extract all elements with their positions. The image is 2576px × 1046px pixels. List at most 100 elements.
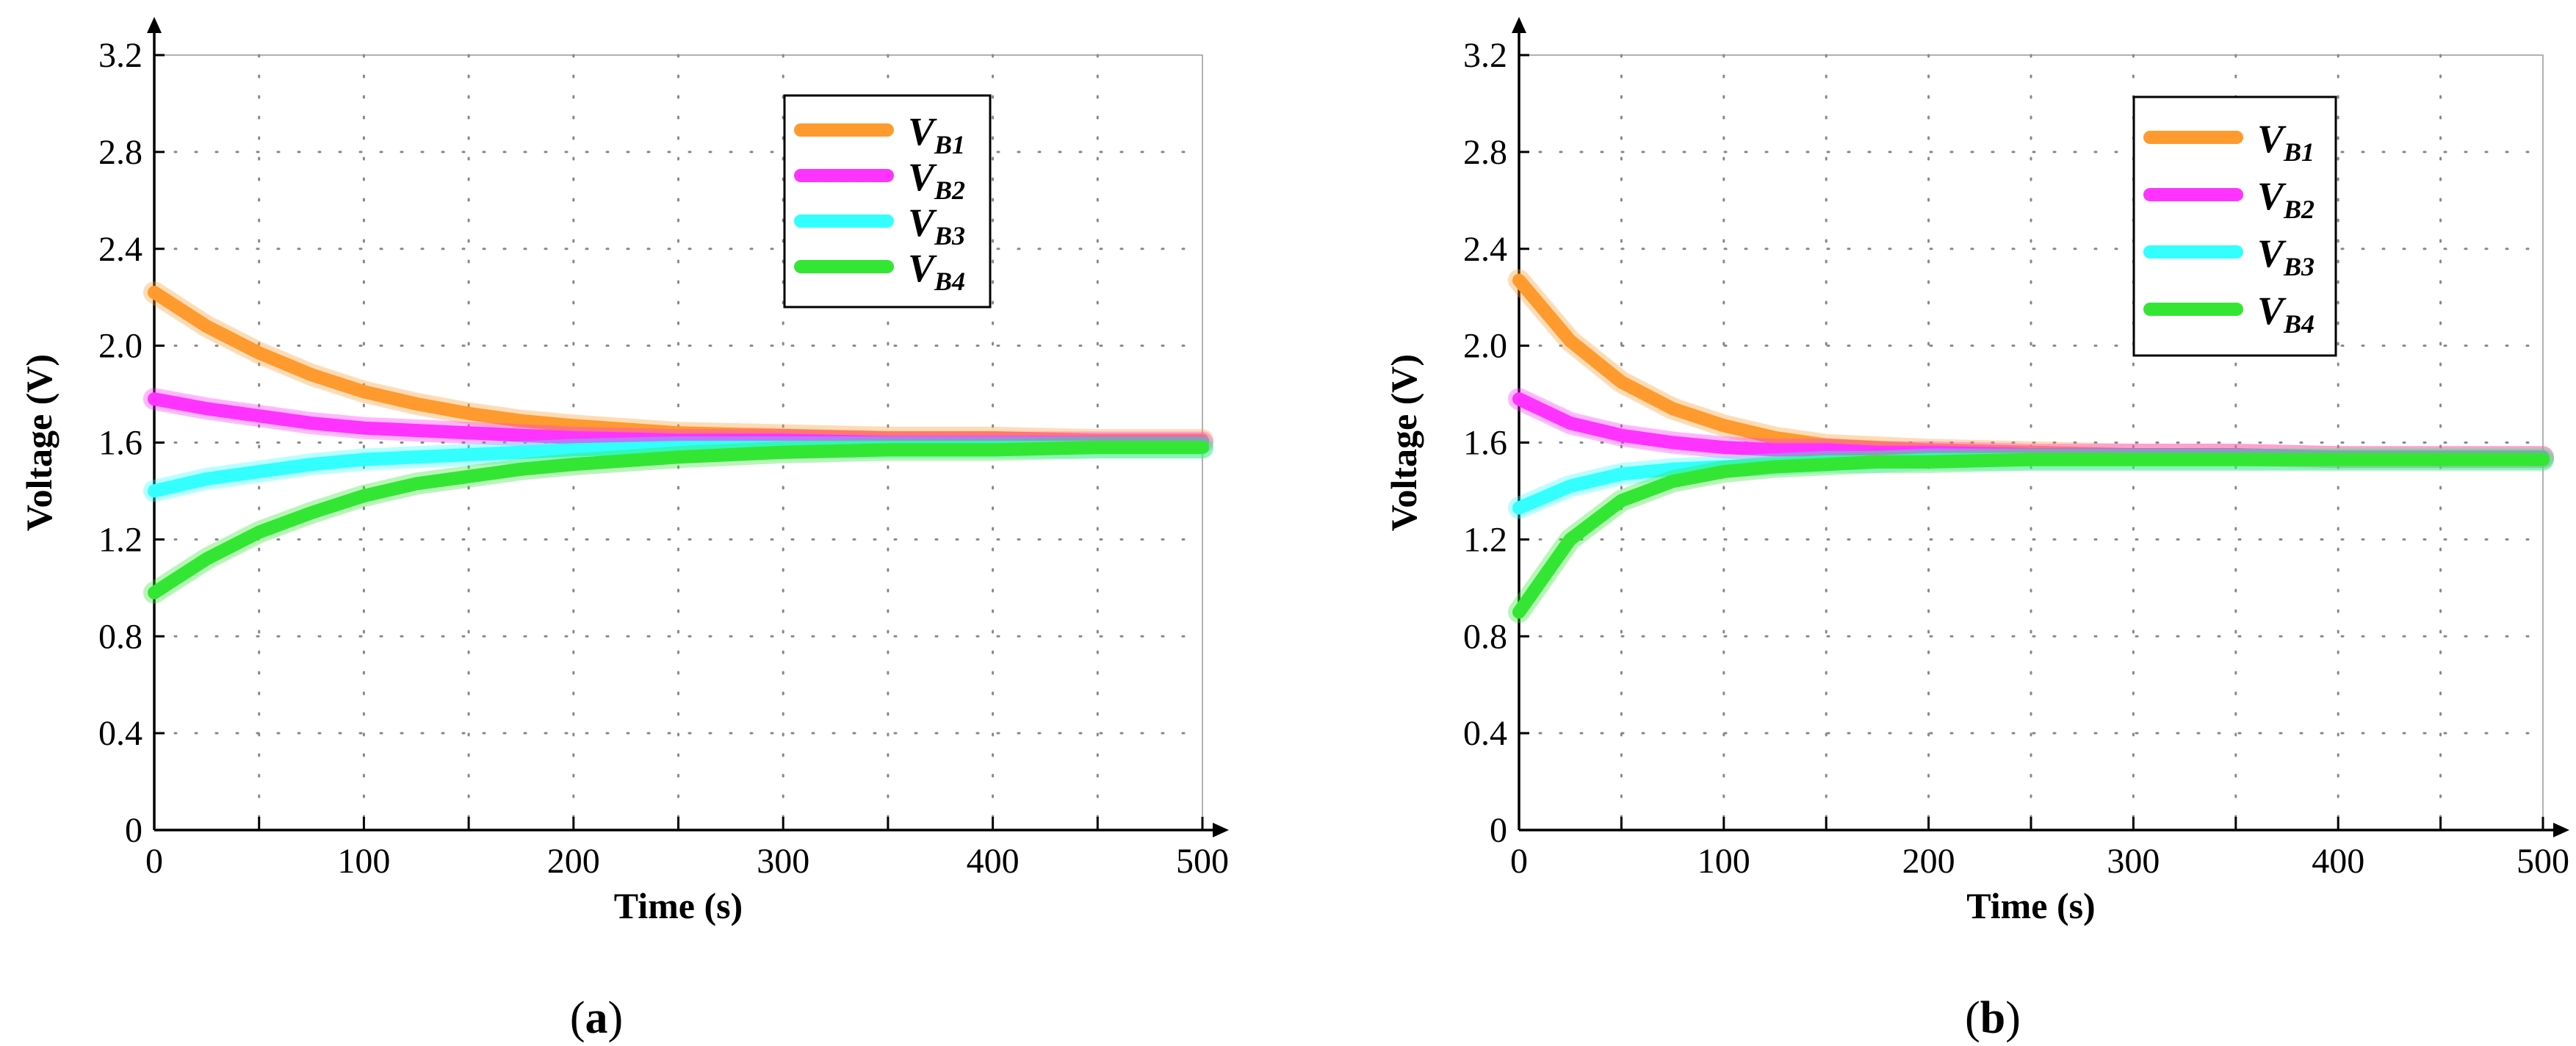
y-tick-label: 3.2 xyxy=(1463,36,1507,75)
data-point-b3 xyxy=(465,450,473,458)
data-point-b4 xyxy=(360,492,368,500)
data-point-b3 xyxy=(255,468,263,476)
data-point-b2 xyxy=(203,405,211,413)
data-point-b1 xyxy=(1771,433,1779,441)
data-point-b4 xyxy=(1617,497,1626,505)
data-point-b4 xyxy=(2129,455,2137,464)
x-axis-arrow xyxy=(1213,823,1229,837)
data-point-b4 xyxy=(151,588,158,596)
data-point-b4 xyxy=(1822,461,1830,469)
data-point-b4 xyxy=(517,465,525,473)
y-tick-label: 2.0 xyxy=(1463,327,1507,366)
data-point-b1 xyxy=(255,349,263,357)
data-point-b1 xyxy=(1617,378,1626,386)
data-point-b3 xyxy=(1617,470,1626,478)
data-point-b1 xyxy=(308,371,316,379)
data-point-b2 xyxy=(1822,446,1830,454)
data-point-b2 xyxy=(1566,419,1574,428)
legend-label-b3: VB3 xyxy=(2257,231,2315,281)
data-point-b1 xyxy=(360,388,368,396)
x-tick-label: 0 xyxy=(145,842,163,881)
series-band-b1 xyxy=(1508,269,2554,469)
data-point-b4 xyxy=(569,461,577,469)
x-tick-label: 300 xyxy=(2107,842,2160,881)
legend-label-b1: VB1 xyxy=(908,109,965,159)
caption-b-close: ) xyxy=(2005,993,2021,1043)
caption-a-close: ) xyxy=(608,993,624,1043)
data-point-b4 xyxy=(1924,458,1933,466)
x-axis-label: Time (s) xyxy=(614,885,743,926)
y-axis-label: Voltage (V) xyxy=(18,354,59,531)
data-point-b4 xyxy=(1094,444,1102,452)
data-point-b2 xyxy=(412,427,420,435)
data-point-b2 xyxy=(1720,444,1728,452)
caption-b: (b) xyxy=(1965,993,2021,1043)
data-point-b2 xyxy=(360,424,368,432)
data-point-b1 xyxy=(412,400,420,408)
legend-symbol: V xyxy=(908,246,937,290)
data-point-b4 xyxy=(2334,455,2342,464)
x-tick-label: 200 xyxy=(1902,842,1955,881)
data-point-b4 xyxy=(1771,463,1779,471)
y-tick-label: 1.6 xyxy=(1463,424,1507,463)
data-point-b4 xyxy=(2232,455,2240,464)
legend-label-b4: VB4 xyxy=(908,246,965,296)
x-axis-arrow xyxy=(2553,823,2569,837)
y-tick-label: 0.8 xyxy=(1463,617,1507,656)
legend-label-b1: VB1 xyxy=(2257,117,2315,167)
data-point-b4 xyxy=(1669,477,1677,486)
y-tick-label: 2.8 xyxy=(98,133,142,172)
data-point-b4 xyxy=(1515,608,1523,616)
x-tick-label: 500 xyxy=(2517,842,2569,881)
legend-symbol: V xyxy=(908,201,937,245)
legend-label-b3: VB3 xyxy=(908,201,965,250)
legend-symbol: V xyxy=(2257,289,2287,333)
data-point-b4 xyxy=(308,509,316,517)
legend-subscript: B4 xyxy=(934,267,965,296)
x-tick-label: 100 xyxy=(1698,842,1750,881)
y-tick-label: 3.2 xyxy=(98,36,142,75)
y-axis-label: Voltage (V) xyxy=(1383,354,1424,531)
y-tick-label: 2.4 xyxy=(98,230,142,269)
data-point-b2 xyxy=(517,431,525,439)
data-point-b3 xyxy=(308,461,316,469)
y-tick-label: 0.4 xyxy=(1463,714,1507,753)
legend-label-b2: VB2 xyxy=(2257,174,2315,224)
data-point-b4 xyxy=(2539,455,2547,464)
series-line-b1 xyxy=(1512,273,2550,464)
legend-subscript: B1 xyxy=(2283,137,2315,167)
chart-panel-a: 0 0.4 0.8 1.2 1.6 2.0 2.4 2.8 3.2 0 100 200 300 400 50… xyxy=(18,17,1229,926)
legend-subscript: B1 xyxy=(934,130,965,159)
data-point-b2 xyxy=(465,429,473,437)
data-point-b3 xyxy=(674,444,682,452)
x-tick-label: 0 xyxy=(1510,842,1528,881)
legend-subscript: B3 xyxy=(2283,252,2315,281)
data-point-b4 xyxy=(255,528,263,536)
legend-subscript: B2 xyxy=(2283,195,2315,224)
legend-label-b4: VB4 xyxy=(2257,289,2315,339)
data-point-b2 xyxy=(1873,448,1881,456)
y-axis-arrow xyxy=(147,17,162,33)
x-tick-label: 400 xyxy=(2312,842,2364,881)
data-point-b1 xyxy=(1669,405,1677,413)
data-point-b4 xyxy=(2436,455,2445,464)
y-tick-label: 2.4 xyxy=(1463,230,1507,269)
data-point-b1 xyxy=(1515,276,1523,284)
x-tick-label: 500 xyxy=(1176,842,1229,881)
x-tick-label: 300 xyxy=(757,842,809,881)
x-tick-label: 400 xyxy=(967,842,1020,881)
data-point-b4 xyxy=(1720,468,1728,476)
caption-a-label: a xyxy=(585,993,608,1043)
data-point-b4 xyxy=(1199,444,1206,452)
data-point-b3 xyxy=(151,487,158,495)
legend-subscript: B4 xyxy=(2283,309,2315,339)
data-point-b4 xyxy=(884,446,892,454)
data-point-b1 xyxy=(465,409,473,417)
caption-b-label: b xyxy=(1980,993,2005,1043)
data-point-b3 xyxy=(360,455,368,464)
data-point-b1 xyxy=(517,416,525,425)
data-point-b4 xyxy=(412,480,420,488)
data-point-b4 xyxy=(1566,535,1574,544)
data-point-b1 xyxy=(151,289,158,297)
y-tick-label: 0.4 xyxy=(98,714,142,753)
